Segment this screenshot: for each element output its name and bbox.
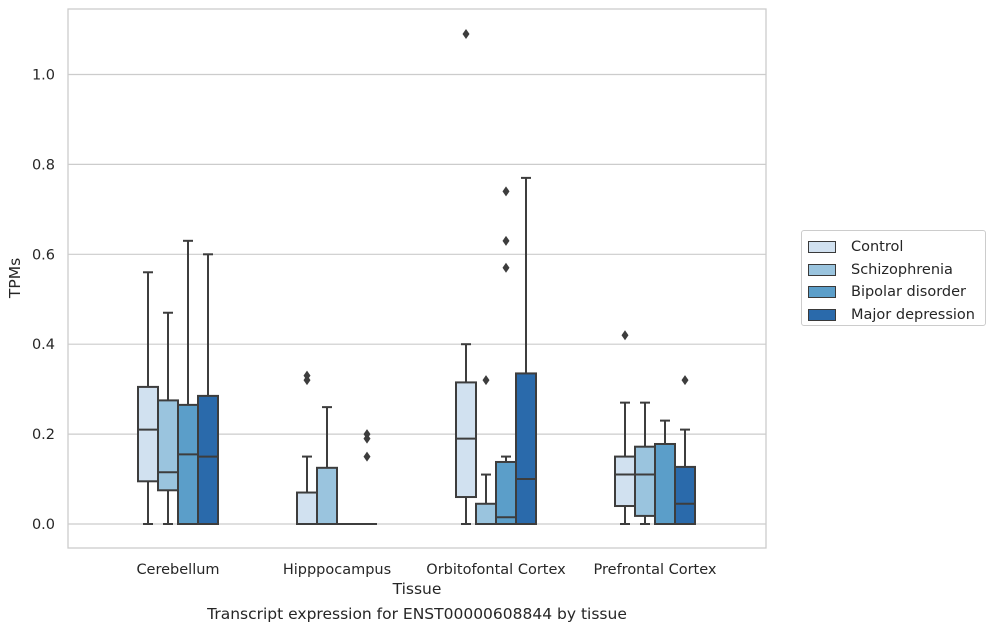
legend-swatch — [808, 286, 836, 299]
iqr-box — [316, 466, 338, 525]
box-schizophrenia — [634, 401, 656, 525]
box-major-depression — [674, 375, 696, 526]
y-tick-label: 1.0 — [32, 68, 55, 84]
outlier-point — [621, 330, 629, 341]
box-control — [137, 271, 159, 525]
legend: Control Schizophrenia Bipolar disorder Majo… — [801, 230, 986, 326]
x-tick-label: Prefrontal Cortex — [594, 562, 717, 578]
outlier-point — [363, 451, 371, 462]
tick-labels: 0.0 0.2 0.4 0.6 0.8 1.0 Cerebellum Hipppocampus… — [32, 68, 717, 579]
x-axis-label: Tissue — [392, 580, 442, 598]
legend-label: Major depression — [851, 306, 975, 323]
box-control — [614, 330, 636, 525]
iqr-box — [197, 394, 219, 525]
iqr-box — [475, 502, 497, 525]
legend-swatch — [808, 241, 836, 254]
box-control — [455, 29, 477, 525]
box-bipolar-disorder — [654, 419, 676, 526]
iqr-box — [634, 445, 656, 517]
x-tick-label: Orbitofontal Cortex — [426, 562, 566, 578]
box-major-depression — [197, 253, 219, 525]
outlier-point — [502, 235, 510, 246]
box-control — [296, 370, 318, 526]
x-tick-label: Cerebellum — [136, 562, 219, 578]
box-major-depression — [357, 429, 377, 525]
iqr-box — [515, 372, 537, 526]
y-tick-label: 0.2 — [32, 427, 55, 443]
iqr-box — [157, 399, 179, 492]
box-bipolar-disorder — [177, 239, 199, 526]
box-major-depression — [515, 176, 537, 526]
x-tick-label: Hipppocampus — [283, 562, 391, 578]
box-bipolar-disorder — [495, 186, 517, 525]
y-axis-label: TPMs — [6, 258, 24, 299]
iqr-box — [495, 460, 517, 525]
iqr-box — [674, 465, 696, 526]
iqr-box — [455, 381, 477, 499]
y-tick-label: 0.8 — [32, 157, 55, 173]
box-schizophrenia — [316, 406, 338, 525]
outlier-point — [303, 370, 311, 381]
iqr-box — [296, 491, 318, 526]
legend-label: Schizophrenia — [851, 261, 953, 278]
iqr-box — [654, 442, 676, 526]
outlier-point — [681, 375, 689, 386]
chart-caption: Transcript expression for ENST0000060884… — [207, 605, 627, 623]
y-tick-label: 0.6 — [32, 247, 55, 263]
iqr-box — [177, 403, 199, 526]
legend-item: Major depression — [808, 304, 985, 327]
iqr-box — [614, 455, 636, 508]
box-schizophrenia — [157, 311, 179, 525]
legend-item: Control — [808, 236, 985, 259]
box-layer — [137, 29, 696, 526]
legend-label: Bipolar disorder — [851, 284, 966, 301]
legend-swatch — [808, 263, 836, 276]
outlier-point — [482, 375, 490, 386]
box-schizophrenia — [475, 375, 497, 525]
outlier-point — [363, 429, 371, 440]
outlier-point — [462, 29, 470, 40]
legend-label: Control — [851, 239, 904, 256]
legend-item: Schizophrenia — [808, 259, 985, 282]
iqr-box — [137, 385, 159, 483]
y-tick-label: 0.0 — [32, 517, 55, 533]
outlier-point — [502, 186, 510, 197]
outlier-point — [502, 262, 510, 273]
y-tick-label: 0.4 — [32, 337, 55, 353]
legend-swatch — [808, 308, 836, 321]
legend-item: Bipolar disorder — [808, 281, 985, 304]
plot-frame — [67, 8, 767, 549]
